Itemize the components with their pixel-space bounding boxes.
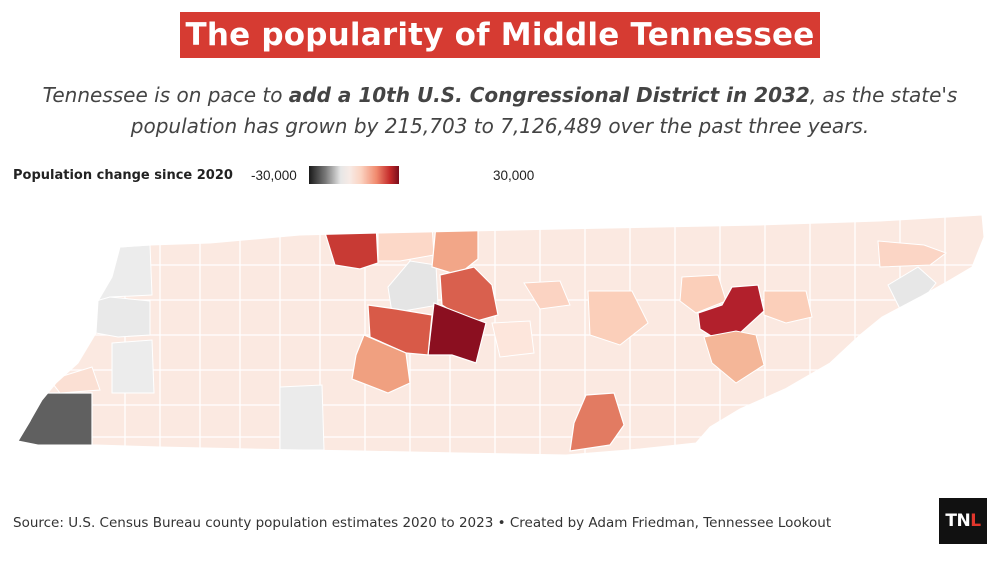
- county-hardin-area: [279, 384, 325, 451]
- logo-l: L: [970, 511, 981, 531]
- state-outline: [17, 214, 985, 456]
- subtitle-part1: Tennessee is on pace to: [42, 83, 289, 107]
- county-warren-area: [523, 280, 571, 310]
- page-title: The popularity of Middle Tennessee: [179, 12, 821, 58]
- subtitle-part2: , as the state's population has grown by…: [130, 83, 958, 138]
- legend-title: Population change since 2020: [13, 168, 233, 183]
- county-loudon-area: [703, 330, 765, 384]
- county-shelby: [18, 392, 93, 448]
- county-tipton: [49, 366, 101, 394]
- county-lake-area: [97, 244, 153, 302]
- county-rutherford-area: [491, 320, 535, 358]
- county-knox: [697, 284, 765, 340]
- county-maury: [351, 334, 411, 394]
- subtitle: Tennessee is on pace to add a 10th U.S. …: [30, 80, 970, 142]
- county-anderson-area: [679, 274, 727, 314]
- source-credit: Source: U.S. Census Bureau county popula…: [13, 515, 832, 531]
- legend-min-label: -30,000: [251, 168, 297, 183]
- county-haywood-area: [111, 339, 155, 394]
- state-fill: [18, 215, 984, 455]
- tnl-logo: TN L: [939, 498, 987, 544]
- legend-color-bar: [309, 166, 399, 184]
- county-robertson: [377, 222, 435, 262]
- logo-tn: TN: [945, 511, 971, 531]
- title-wrap: The popularity of Middle Tennessee: [0, 12, 1000, 58]
- county-dyer-area: [95, 296, 151, 338]
- tennessee-county-map: [17, 214, 985, 456]
- county-wilson: [439, 266, 499, 324]
- county-putnam: [587, 290, 649, 346]
- county-jefferson-area: [877, 240, 948, 268]
- county-hamilton: [569, 392, 625, 452]
- legend-max-label: 30,000: [493, 168, 535, 183]
- subtitle-bold: add a 10th U.S. Congressional District i…: [288, 83, 810, 107]
